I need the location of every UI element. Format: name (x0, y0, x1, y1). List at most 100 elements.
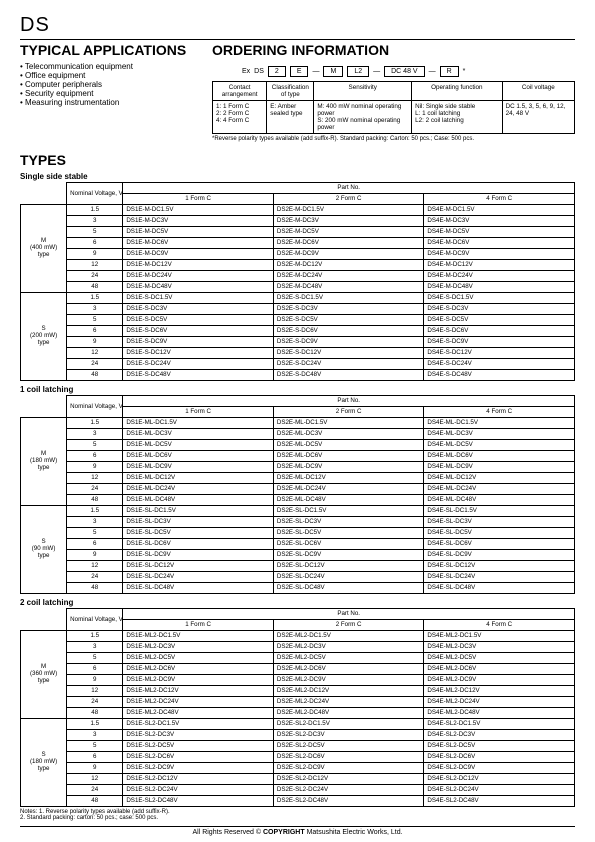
voltage-cell: 5 (67, 653, 123, 664)
voltage-cell: 48 (67, 282, 123, 293)
table-row: 6DS1E-ML-DC6VDS2E-ML-DC6VDS4E-ML-DC6V (21, 451, 575, 462)
part-cell: DS4E-SL2-DC3V (424, 730, 575, 741)
part-cell: DS4E-SL2-DC24V (424, 785, 575, 796)
top-row: TYPICAL APPLICATIONS Telecommunication e… (20, 42, 575, 142)
part-cell: DS1E-M-DC3V (123, 216, 274, 227)
table-row: 5DS1E-ML2-DC5VDS2E-ML2-DC5VDS4E-ML2-DC5V (21, 653, 575, 664)
voltage-cell: 9 (67, 337, 123, 348)
hdr-1formc: 1 Form C (123, 194, 274, 205)
part-cell: DS4E-S-DC9V (424, 337, 575, 348)
ord-cell: DC 1.5, 3, 5, 6, 9, 12, 24, 48 V (502, 101, 574, 134)
part-cell: DS1E-ML-DC12V (123, 473, 274, 484)
voltage-cell: 1.5 (67, 293, 123, 304)
part-cell: DS1E-M-DC24V (123, 271, 274, 282)
part-cell: DS4E-SL-DC5V (424, 528, 575, 539)
table-row: 5DS1E-M-DC5VDS2E-M-DC5VDS4E-M-DC5V (21, 227, 575, 238)
voltage-cell: 5 (67, 440, 123, 451)
part-cell: DS4E-ML-DC24V (424, 484, 575, 495)
part-cell: DS4E-ML-DC48V (424, 495, 575, 506)
part-cell: DS4E-SL2-DC12V (424, 774, 575, 785)
part-cell: DS1E-ML2-DC24V (123, 697, 274, 708)
part-cell: DS2E-ML-DC24V (273, 484, 424, 495)
part-cell: DS2E-ML-DC12V (273, 473, 424, 484)
part-cell: DS2E-M-DC24V (273, 271, 424, 282)
table-row: 6DS1E-SL2-DC6VDS2E-SL2-DC6VDS4E-SL2-DC6V (21, 752, 575, 763)
table-row: 3DS1E-M-DC3VDS2E-M-DC3VDS4E-M-DC3V (21, 216, 575, 227)
part-cell: DS4E-ML2-DC5V (424, 653, 575, 664)
table-row: 24DS1E-SL2-DC24VDS2E-SL2-DC24VDS4E-SL2-D… (21, 785, 575, 796)
part-cell: DS1E-S-DC3V (123, 304, 274, 315)
part-cell: DS4E-SL-DC12V (424, 561, 575, 572)
part-cell: DS2E-SL-DC6V (273, 539, 424, 550)
part-cell: DS4E-SL-DC3V (424, 517, 575, 528)
part-cell: DS2E-SL-DC5V (273, 528, 424, 539)
table-row: 24DS1E-S-DC24VDS2E-S-DC24VDS4E-S-DC24V (21, 359, 575, 370)
table-row: 6DS1E-ML2-DC6VDS2E-ML2-DC6VDS4E-ML2-DC6V (21, 664, 575, 675)
part-cell: DS1E-SL2-DC3V (123, 730, 274, 741)
ord-cell: 1: 1 Form C 2: 2 Form C 4: 4 Form C (213, 101, 267, 134)
hdr-partno: Part No. (123, 183, 575, 194)
part-cell: DS1E-SL-DC1.5V (123, 506, 274, 517)
ord-cell: M: 400 mW nominal operating power S: 200… (314, 101, 412, 134)
applications-list: Telecommunication equipment Office equip… (20, 62, 200, 107)
ord-cell: Nil: Single side stable L: 1 coil latchi… (412, 101, 503, 134)
part-cell: DS4E-ML2-DC48V (424, 708, 575, 719)
table-row: 12DS1E-ML-DC12VDS2E-ML-DC12VDS4E-ML-DC12… (21, 473, 575, 484)
part-cell: DS2E-SL2-DC3V (273, 730, 424, 741)
part-cell: DS4E-M-DC48V (424, 282, 575, 293)
part-cell: DS2E-ML-DC6V (273, 451, 424, 462)
part-cell: DS2E-ML-DC5V (273, 440, 424, 451)
part-cell: DS2E-S-DC9V (273, 337, 424, 348)
part-table: Nominal Voltage, V DCPart No.1 Form C2 F… (20, 608, 575, 807)
hdr-4formc: 4 Form C (424, 407, 575, 418)
part-cell: DS4E-SL2-DC48V (424, 796, 575, 807)
part-cell: DS1E-SL2-DC1.5V (123, 719, 274, 730)
table-row: 5DS1E-S-DC5VDS2E-S-DC5VDS4E-S-DC5V (21, 315, 575, 326)
app-item: Office equipment (20, 71, 200, 80)
part-cell: DS4E-ML2-DC24V (424, 697, 575, 708)
part-cell: DS4E-S-DC6V (424, 326, 575, 337)
part-cell: DS1E-M-DC5V (123, 227, 274, 238)
part-cell: DS4E-SL-DC48V (424, 583, 575, 594)
part-cell: DS1E-M-DC1.5V (123, 205, 274, 216)
part-cell: DS2E-M-DC9V (273, 249, 424, 260)
part-cell: DS2E-SL2-DC6V (273, 752, 424, 763)
voltage-cell: 9 (67, 675, 123, 686)
part-cell: DS4E-ML2-DC3V (424, 642, 575, 653)
dash: — (373, 68, 380, 75)
table-row: 6DS1E-M-DC6VDS2E-M-DC6VDS4E-M-DC6V (21, 238, 575, 249)
table-row: S (180 mW) type1.5DS1E-SL2-DC1.5VDS2E-SL… (21, 719, 575, 730)
voltage-cell: 48 (67, 796, 123, 807)
table-row: 48DS1E-ML2-DC48VDS2E-ML2-DC48VDS4E-ML2-D… (21, 708, 575, 719)
table-row: 12DS1E-SL-DC12VDS2E-SL-DC12VDS4E-SL-DC12… (21, 561, 575, 572)
part-cell: DS4E-ML2-DC9V (424, 675, 575, 686)
part-cell: DS4E-S-DC24V (424, 359, 575, 370)
part-cell: DS2E-SL-DC3V (273, 517, 424, 528)
part-cell: DS4E-M-DC9V (424, 249, 575, 260)
table-row: 9DS1E-SL-DC9VDS2E-SL-DC9VDS4E-SL-DC9V (21, 550, 575, 561)
voltage-cell: 6 (67, 238, 123, 249)
part-cell: DS4E-ML2-DC12V (424, 686, 575, 697)
ordering-table: Contact arrangement Classification of ty… (212, 81, 575, 134)
part-cell: DS4E-ML-DC6V (424, 451, 575, 462)
table-row: 48DS1E-SL-DC48VDS2E-SL-DC48VDS4E-SL-DC48… (21, 583, 575, 594)
voltage-cell: 6 (67, 664, 123, 675)
table-row: 9DS1E-ML2-DC9VDS2E-ML2-DC9VDS4E-ML2-DC9V (21, 675, 575, 686)
hdr-2formc: 2 Form C (273, 620, 424, 631)
group-label: M (400 mW) type (21, 205, 67, 293)
part-cell: DS2E-S-DC48V (273, 370, 424, 381)
table-row: 12DS1E-S-DC12VDS2E-S-DC12VDS4E-S-DC12V (21, 348, 575, 359)
ex-box: R (440, 66, 459, 77)
copyright-footer: All Rights Reserved © COPYRIGHT Matsushi… (20, 826, 575, 836)
hdr-nomv: Nominal Voltage, V DC (67, 396, 123, 418)
part-cell: DS4E-ML-DC1.5V (424, 418, 575, 429)
voltage-cell: 9 (67, 249, 123, 260)
part-cell: DS2E-S-DC5V (273, 315, 424, 326)
part-cell: DS2E-SL2-DC5V (273, 741, 424, 752)
voltage-cell: 24 (67, 484, 123, 495)
part-cell: DS2E-SL2-DC1.5V (273, 719, 424, 730)
part-cell: DS4E-ML-DC12V (424, 473, 575, 484)
part-cell: DS2E-ML-DC48V (273, 495, 424, 506)
part-cell: DS4E-S-DC1.5V (424, 293, 575, 304)
ordering-note: *Reverse polarity types available (add s… (212, 136, 575, 142)
